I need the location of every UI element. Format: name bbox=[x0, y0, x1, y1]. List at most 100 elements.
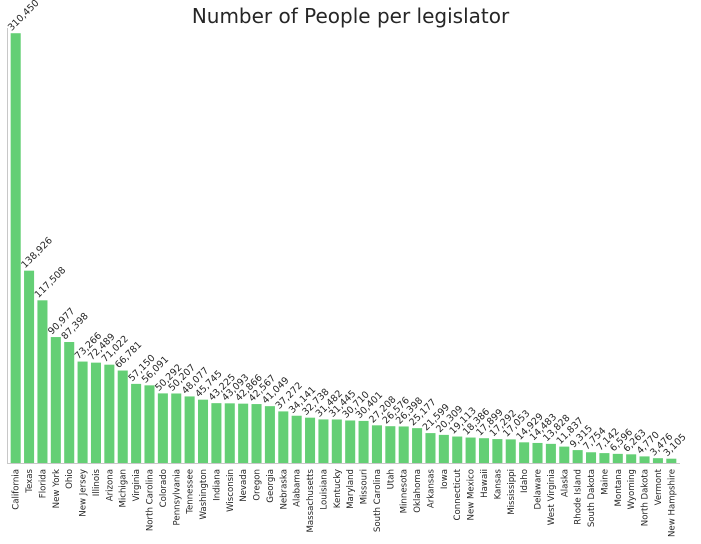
x-tick-label-louisiana: Louisiana bbox=[319, 469, 329, 510]
x-tick-label-oklahoma: Oklahoma bbox=[413, 469, 423, 513]
x-tick-label-california: California bbox=[12, 469, 22, 510]
bar-ohio bbox=[64, 342, 75, 463]
bar-north-dakota bbox=[639, 456, 650, 463]
bar-louisiana bbox=[318, 419, 329, 463]
x-tick-label-illinois: Illinois bbox=[92, 468, 102, 496]
x-tick-label-massachusetts: Massachusetts bbox=[306, 468, 316, 532]
x-tick-label-hawaii: Hawaii bbox=[480, 469, 490, 498]
bar-north-carolina bbox=[144, 385, 155, 463]
bar-rhode-island bbox=[572, 450, 583, 463]
x-tick-label-wyoming: Wyoming bbox=[627, 469, 637, 509]
bar-arizona bbox=[104, 364, 115, 463]
bar-south-carolina bbox=[371, 425, 382, 463]
x-tick-label-pennsylvania: Pennsylvania bbox=[172, 469, 182, 525]
x-tick-label-connecticut: Connecticut bbox=[453, 468, 463, 520]
x-tick-label-washington: Washington bbox=[199, 469, 209, 520]
value-label-california: 310,450 bbox=[6, 0, 42, 33]
x-tick-label-nevada: Nevada bbox=[239, 469, 249, 502]
value-label-florida: 117,508 bbox=[33, 265, 69, 301]
x-tick-label-new-hampshire: New Hampshire bbox=[667, 469, 677, 537]
x-tick-label-minnesota: Minnesota bbox=[400, 469, 410, 513]
bar-west-virginia bbox=[545, 443, 556, 463]
bar-kentucky bbox=[331, 419, 342, 463]
x-tick-label-north-carolina: North Carolina bbox=[145, 469, 155, 531]
x-tick-label-south-carolina: South Carolina bbox=[373, 469, 383, 532]
bar-virginia bbox=[131, 383, 142, 463]
bar-new-jersey bbox=[77, 361, 88, 463]
x-tick-label-ohio: Ohio bbox=[65, 469, 75, 489]
x-tick-label-oregon: Oregon bbox=[253, 469, 263, 501]
bar-pennsylvania bbox=[171, 393, 182, 463]
x-tick-label-arizona: Arizona bbox=[105, 469, 115, 501]
bar-new-hampshire bbox=[666, 458, 677, 463]
x-tick-label-indiana: Indiana bbox=[212, 469, 222, 501]
x-tick-label-wisconsin: Wisconsin bbox=[226, 469, 236, 512]
bar-colorado bbox=[157, 393, 168, 463]
bar-idaho bbox=[519, 442, 530, 463]
x-tick-label-florida: Florida bbox=[38, 469, 48, 498]
bar-alabama bbox=[291, 415, 302, 463]
x-tick-label-iowa: Iowa bbox=[440, 469, 450, 489]
bar-delaware bbox=[532, 442, 543, 463]
bar-indiana bbox=[211, 403, 222, 463]
x-tick-label-alabama: Alabama bbox=[293, 469, 303, 507]
bar-nebraska bbox=[278, 411, 289, 463]
x-tick-label-arkansas: Arkansas bbox=[426, 468, 436, 508]
bars-group bbox=[10, 33, 677, 463]
bar-mississippi bbox=[505, 439, 516, 463]
bar-wisconsin bbox=[224, 403, 235, 463]
bar-oregon bbox=[251, 404, 262, 463]
x-tick-label-rhode-island: Rhode Island bbox=[574, 469, 584, 525]
x-tick-label-new-york: New York bbox=[52, 469, 62, 508]
x-tick-label-west-virginia: West Virginia bbox=[547, 469, 557, 525]
bar-montana bbox=[612, 453, 623, 463]
bar-illinois bbox=[90, 362, 101, 463]
x-tick-label-maine: Maine bbox=[600, 469, 610, 495]
value-label-texas: 138,926 bbox=[19, 235, 55, 271]
bar-arkansas bbox=[425, 433, 436, 463]
x-tick-label-virginia: Virginia bbox=[132, 469, 142, 501]
x-tick-label-idaho: Idaho bbox=[520, 469, 530, 493]
x-tick-label-nebraska: Nebraska bbox=[279, 469, 289, 510]
bar-maryland bbox=[345, 420, 356, 463]
x-tick-label-missouri: Missouri bbox=[360, 469, 370, 504]
bar-washington bbox=[197, 399, 209, 463]
x-tick-label-alaska: Alaska bbox=[560, 469, 570, 497]
bar-maine bbox=[599, 453, 610, 463]
x-tick-label-maryland: Maryland bbox=[346, 469, 356, 509]
bar-michigan bbox=[117, 370, 128, 463]
x-tick-label-georgia: Georgia bbox=[266, 469, 276, 503]
x-tick-label-north-dakota: North Dakota bbox=[641, 469, 651, 526]
x-tick-label-kansas: Kansas bbox=[493, 468, 503, 499]
x-tick-label-mississippi: Mississippi bbox=[507, 469, 517, 515]
x-tick-label-colorado: Colorado bbox=[159, 469, 169, 507]
bar-connecticut bbox=[452, 436, 463, 463]
x-tick-label-michigan: Michigan bbox=[119, 469, 129, 508]
x-tick-label-texas: Texas bbox=[25, 468, 35, 493]
bar-hawaii bbox=[478, 438, 490, 463]
bar-south-dakota bbox=[586, 452, 597, 463]
bar-tennessee bbox=[184, 396, 195, 463]
x-tick-label-delaware: Delaware bbox=[534, 469, 544, 510]
x-tick-label-south-dakota: South Dakota bbox=[587, 469, 597, 527]
bar-nevada bbox=[238, 403, 249, 463]
x-tick-label-tennessee: Tennessee bbox=[186, 469, 196, 515]
x-tick-label-utah: Utah bbox=[386, 469, 396, 489]
bar-vermont bbox=[652, 458, 663, 463]
x-tick-label-montana: Montana bbox=[614, 469, 624, 506]
x-tick-label-kentucky: Kentucky bbox=[333, 469, 343, 508]
bar-wyoming bbox=[626, 454, 637, 463]
bar-minnesota bbox=[398, 426, 409, 463]
bar-new-mexico bbox=[465, 437, 476, 463]
bar-kansas bbox=[492, 439, 503, 463]
bar-california bbox=[10, 33, 21, 463]
bar-oklahoma bbox=[412, 428, 423, 463]
bar-florida bbox=[37, 300, 48, 463]
x-tick-label-new-mexico: New Mexico bbox=[467, 469, 477, 520]
chart-title: Number of People per legislator bbox=[191, 4, 510, 28]
x-tick-label-new-jersey: New Jersey bbox=[79, 469, 89, 517]
x-tick-label-vermont: Vermont bbox=[654, 468, 664, 505]
bar-utah bbox=[385, 426, 396, 463]
bar-missouri bbox=[358, 420, 369, 463]
